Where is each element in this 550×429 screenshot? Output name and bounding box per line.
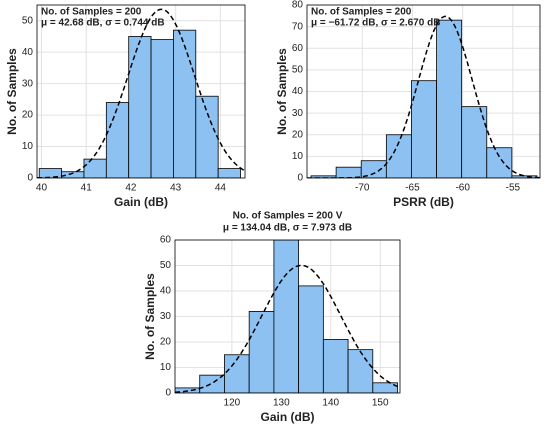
y-tick-label: 40	[292, 86, 304, 97]
x-tick-label: 44	[215, 183, 227, 194]
y-tick-label: 0	[165, 388, 171, 399]
x-tick-label: 42	[125, 183, 137, 194]
bar	[335, 166, 362, 178]
bar	[347, 349, 374, 393]
bar	[224, 354, 250, 393]
annotation: μ = −61.72 dB, σ = 2.670 dB	[311, 18, 440, 29]
annotation: μ = 42.68 dB, σ = 0.744 dB	[41, 18, 165, 29]
y-tick-label: 40	[22, 47, 34, 58]
y-tick-label: 80	[292, 0, 304, 11]
bar	[486, 147, 513, 178]
y-tick-label: 60	[160, 235, 172, 246]
bar	[273, 240, 300, 393]
x-tick-label: 120	[224, 398, 241, 409]
bar	[195, 95, 219, 178]
y-axis-label: No. of Samples	[143, 273, 157, 360]
y-tick-label: 40	[160, 286, 172, 297]
bar	[150, 39, 174, 178]
y-tick-label: 70	[292, 21, 304, 32]
bar	[105, 102, 130, 178]
bar	[83, 158, 107, 178]
annotation: No. of Samples = 200 V	[233, 211, 343, 222]
x-tick-label: 41	[81, 183, 93, 194]
bar	[385, 134, 412, 178]
x-tick-label: 130	[273, 398, 290, 409]
x-tick-label: -65	[405, 183, 420, 194]
bar	[322, 339, 349, 393]
x-tick-label: -60	[455, 183, 470, 194]
fit-curve	[37, 8, 245, 178]
y-tick-label: 0	[27, 173, 33, 184]
bar	[217, 168, 241, 178]
y-tick-label: 10	[22, 141, 34, 152]
bar	[173, 29, 197, 178]
x-axis-label: PSRR (dB)	[393, 195, 454, 209]
y-tick-label: 10	[292, 151, 304, 162]
bar	[248, 310, 275, 393]
y-tick-label: 20	[160, 337, 172, 348]
x-tick-label: -70	[355, 183, 370, 194]
y-axis-label: No. of Samples	[5, 48, 19, 135]
y-tick-label: 50	[292, 65, 304, 76]
bar	[298, 285, 324, 393]
y-tick-label: 50	[22, 15, 34, 26]
x-axis-label: Gain (dB)	[261, 410, 315, 424]
x-tick-label: 43	[170, 183, 182, 194]
annotation: No. of Samples = 200	[311, 7, 412, 18]
x-tick-label: 150	[372, 398, 389, 409]
x-axis-label: Gain (dB)	[114, 195, 168, 209]
y-tick-label: 0	[297, 173, 303, 184]
x-tick-label: -55	[506, 183, 521, 194]
annotation: No. of Samples = 200	[41, 7, 142, 18]
y-axis-label: No. of Samples	[275, 48, 289, 135]
bar	[436, 19, 463, 178]
bar	[411, 80, 437, 178]
x-tick-label: 140	[322, 398, 339, 409]
bar	[38, 168, 63, 178]
y-tick-label: 60	[292, 43, 304, 54]
y-tick-label: 30	[22, 78, 34, 89]
y-tick-label: 10	[160, 362, 172, 373]
x-tick-label: 40	[36, 183, 48, 194]
y-tick-label: 30	[292, 108, 304, 119]
y-tick-label: 20	[22, 110, 34, 121]
bar	[128, 36, 152, 178]
fit-curve	[307, 15, 540, 178]
annotation: μ = 134.04 dB, σ = 7.973 dB	[223, 223, 352, 234]
plot-frame	[306, 4, 541, 179]
y-tick-label: 30	[160, 311, 172, 322]
plot-frame	[174, 239, 401, 394]
plot-frame	[36, 4, 246, 179]
fit-curve	[175, 264, 400, 393]
y-tick-label: 50	[160, 260, 172, 271]
y-tick-label: 20	[292, 129, 304, 140]
